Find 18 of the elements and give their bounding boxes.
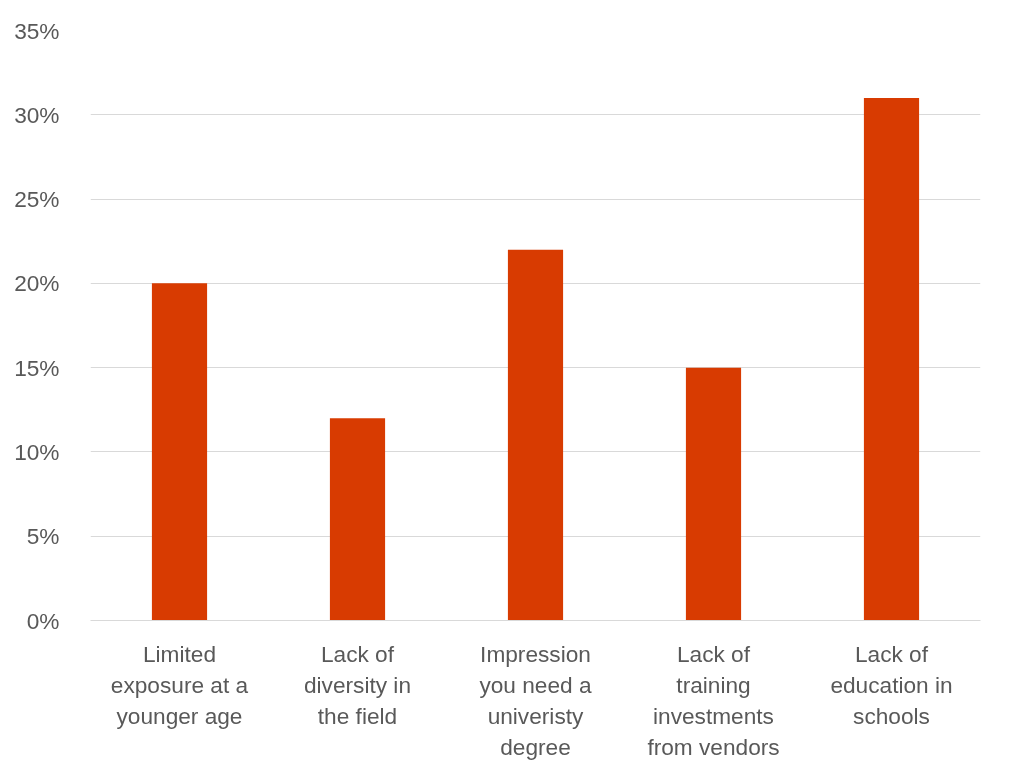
y-tick-label: 35% — [14, 17, 60, 44]
bar — [685, 367, 742, 621]
x-tick-label: Lack of education in schools — [830, 640, 953, 729]
y-tick-label: 5% — [26, 523, 60, 550]
y-tick-label: 30% — [14, 101, 60, 128]
y-tick-label: 25% — [14, 186, 60, 213]
y-tick-label: 0% — [26, 607, 60, 634]
x-tick-label: Impression you need a univeristy degree — [479, 640, 592, 761]
bar — [329, 418, 386, 621]
y-tick-label: 15% — [14, 354, 60, 381]
x-tick-label: Lack of training investments from vendors — [647, 640, 780, 761]
bar — [507, 249, 564, 621]
bar — [863, 97, 920, 621]
bar — [151, 283, 208, 621]
y-tick-label: 20% — [14, 270, 60, 297]
y-tick-label: 10% — [14, 438, 60, 465]
x-tick-label: Limited exposure at a younger age — [110, 640, 249, 729]
x-tick-label: Lack of diversity in the field — [303, 640, 412, 729]
